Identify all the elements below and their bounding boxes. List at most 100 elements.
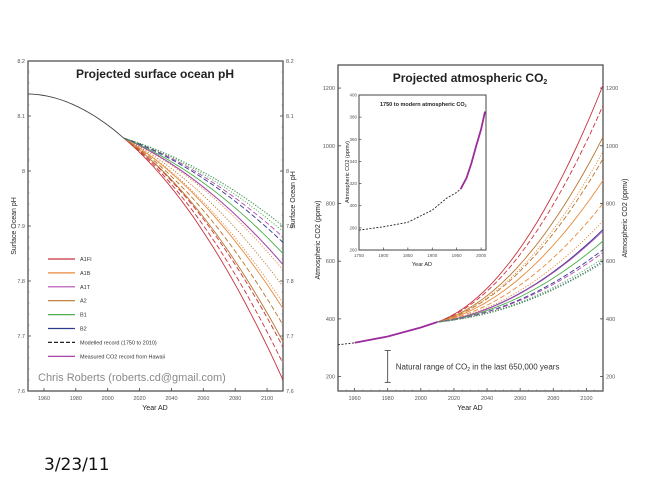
inset-ytick-label: 280 [349, 225, 357, 230]
inset-xtick-label: 1900 [427, 253, 438, 258]
ph-series-a1b-line [123, 137, 284, 271]
ph-xtick-label: 1980 [70, 396, 82, 402]
ph-xtick-label: 2020 [133, 396, 145, 402]
co2-ytick-label-right: 200 [606, 375, 615, 381]
ph-xtick-label: 1960 [38, 396, 50, 402]
ph-ytick-label-right: 7.7 [286, 334, 294, 340]
inset-xtick-label: 1950 [452, 253, 463, 258]
co2-series-a1b-line [437, 220, 604, 323]
inset-xtick-label: 1800 [378, 253, 389, 258]
ph-series-a1b-line [123, 137, 284, 309]
ph-xtick-label: 2040 [165, 396, 177, 402]
co2-ytick-label-left: 1000 [323, 144, 335, 150]
co2-ytick-label-left: 200 [326, 375, 335, 381]
inset-ytick-label: 320 [349, 181, 357, 186]
inset-title: 1750 to modern atmospheric CO2 [380, 102, 467, 108]
ph-ytick-label-left: 7.7 [17, 334, 25, 340]
inset-ytick-label: 300 [349, 203, 357, 208]
ph-series-b1-line [123, 137, 284, 232]
natural-range-annotation: Natural range of CO2 in the last 650,000… [396, 362, 560, 373]
inset-xtick-label: 1850 [403, 253, 414, 258]
ph-series-a1fi-line [123, 137, 284, 381]
ph-ytick-label-right: 7.8 [286, 279, 294, 285]
legend-label: A1T [80, 285, 91, 291]
ph-ytick-label-right: 7.9 [286, 224, 294, 230]
co2-ytick-label-left: 400 [326, 317, 335, 323]
legend-label: B2 [80, 327, 87, 333]
ph-xtick-label: 2000 [102, 396, 114, 402]
ph-series-a2-line [123, 137, 284, 342]
inset-xtick-label: 2000 [476, 253, 487, 258]
co2-series-a2-line [437, 136, 604, 323]
co2-series-a1t-line [437, 230, 604, 323]
co2-series-a1fi-line [437, 105, 604, 323]
inset-ytick-label: 400 [349, 93, 357, 98]
inset-y-axis-label: Atmospheric CO2 (ppmv) [345, 141, 351, 203]
ph-series-b2-line [123, 137, 284, 227]
co2-series-b1-line [437, 262, 604, 323]
co2-ytick-label-left: 600 [326, 259, 335, 265]
co2-series-a1b-line [437, 203, 604, 323]
co2-xtick-label: 2040 [481, 396, 493, 402]
co2-xtick-label: 2060 [514, 396, 526, 402]
co2-x-axis-label: Year AD [457, 405, 482, 412]
ph-series-a1t-line [123, 137, 284, 238]
co2-ytick-label-right: 600 [606, 259, 615, 265]
co2-modelled-line [337, 342, 355, 346]
co2-xtick-label: 2000 [415, 396, 427, 402]
ph-series-a1fi-line [123, 137, 284, 348]
inset-modelled-line [358, 187, 462, 231]
ph-ytick-label-right: 8.1 [286, 114, 294, 120]
legend-label: A1B [80, 271, 91, 277]
co2-ytick-label-right: 1000 [606, 144, 618, 150]
co2-series-b2-line [437, 249, 604, 323]
ph-series-b1-line [123, 137, 284, 227]
inset-ytick-label: 340 [349, 159, 357, 164]
ph-ytick-label-left: 7.9 [17, 224, 25, 230]
legend-label: A1FI [80, 257, 92, 263]
ph-series-a1b-line [123, 137, 284, 304]
ph-chart-title: Projected surface ocean pH [76, 67, 234, 81]
ph-xtick-label: 2100 [261, 396, 273, 402]
inset-ytick-label: 360 [349, 137, 357, 142]
co2-chart-title: Projected atmospheric CO2 [393, 71, 548, 86]
co2-ytick-label-right: 400 [606, 317, 615, 323]
inset-x-axis-label: Year AD [412, 262, 432, 268]
ph-xtick-label: 2060 [197, 396, 209, 402]
co2-series-a1fi-line [437, 85, 604, 323]
inset-xtick-label: 1750 [354, 253, 365, 258]
co2-ytick-label-left: 1200 [323, 86, 335, 92]
co2-series-a2-line [437, 158, 604, 323]
ph-ytick-label-left: 8.2 [17, 59, 25, 65]
ph-historical-line [27, 93, 124, 139]
co2-ytick-label-left: 800 [326, 201, 335, 207]
ph-series-b1-line [123, 137, 284, 254]
ph-xtick-label: 2080 [229, 396, 241, 402]
co2-y-axis-label-right: Atmospheric CO2 (ppmv) [622, 179, 629, 258]
co2-ytick-label-right: 1200 [606, 86, 618, 92]
legend-label: Measured CO2 record from Hawaii [80, 354, 165, 360]
ph-y-axis-label: Surface Ocean pH [11, 197, 18, 255]
ph-x-axis-label: Year AD [142, 405, 167, 412]
co2-series-a1t-line [437, 252, 604, 323]
co2-y-axis-label: Atmospheric CO2 (ppmv) [315, 201, 322, 280]
ph-ytick-label-right: 8.2 [286, 59, 294, 65]
ph-ytick-label-left: 7.6 [17, 389, 25, 395]
slide-date: 3/23/11 [44, 455, 110, 475]
legend-label: B1 [80, 313, 87, 319]
ph-ytick-label-right: 7.6 [286, 389, 294, 395]
co2-xtick-label: 2100 [580, 396, 592, 402]
ph-series-a2-line [123, 137, 284, 326]
co2-xtick-label: 2080 [547, 396, 559, 402]
inset-ytick-label: 260 [349, 248, 357, 253]
co2-series-a1b-line [437, 180, 604, 323]
co2-series-b2-line [437, 260, 604, 323]
inset-measured-line [459, 111, 486, 190]
ph-series-a2-line [123, 137, 284, 287]
ph-series-a1t-line [123, 137, 284, 265]
co2-measured-line [354, 321, 438, 344]
inset-ytick-label: 380 [349, 115, 357, 120]
co2-series-b1-line [437, 257, 604, 323]
inset-frame [358, 94, 487, 251]
co2-series-b1-line [437, 240, 604, 323]
